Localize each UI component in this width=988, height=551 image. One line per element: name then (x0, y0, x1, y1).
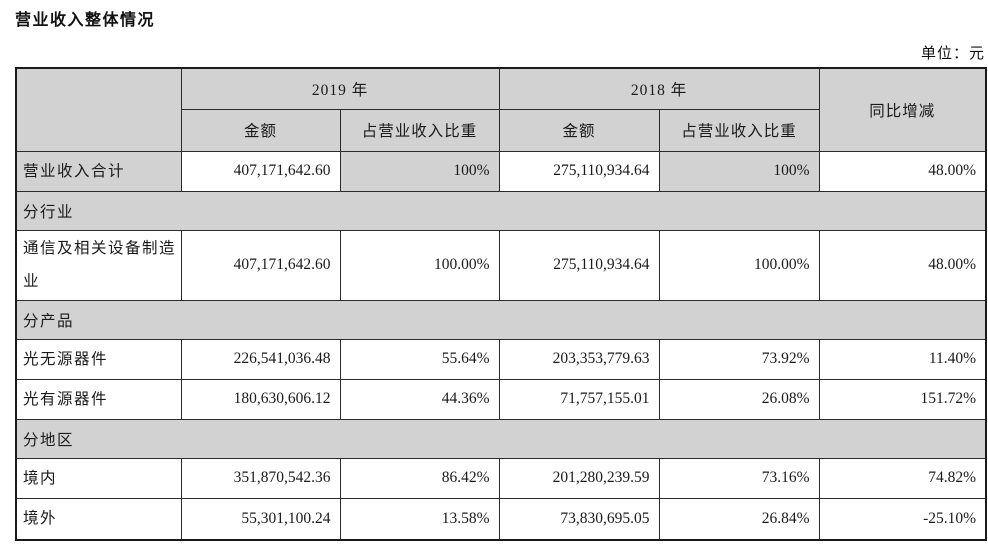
share-2019-cell: 100.00% (339, 229, 500, 301)
yoy-cell: 48.00% (818, 229, 987, 301)
amount-2018-cell: 275,110,934.64 (498, 229, 660, 301)
row-label: 通信及相关设备制造业 (15, 229, 182, 301)
section-row-industry: 分行业 (15, 190, 987, 231)
yoy-cell: -25.10% (818, 497, 987, 541)
amount-2018-cell: 275,110,934.64 (498, 150, 660, 192)
table-row-passive-optical: 光无源器件 226,541,036.48 55.64% 203,353,779.… (15, 338, 987, 380)
yoy-cell: 11.40% (818, 338, 987, 380)
amount-2018-cell: 203,353,779.63 (498, 338, 660, 380)
unit-label: 单位：元 (920, 46, 985, 62)
share-2019-cell: 44.36% (339, 378, 500, 420)
revenue-table: 2019 年 2018 年 同比增减 金额 占营业收入比重 金额 占营业收入比重… (15, 67, 988, 541)
share-2018-cell: 26.08% (658, 378, 820, 420)
row-label: 光无源器件 (15, 338, 182, 380)
corner-cell (15, 67, 182, 152)
amount-2019-cell: 180,630,606.12 (180, 378, 341, 420)
share-2019-cell: 55.64% (339, 338, 500, 380)
page-title: 营业收入整体情况 (15, 12, 156, 29)
yoy-cell: 151.72% (818, 378, 987, 420)
header-year-2019: 2019 年 (180, 67, 500, 110)
table-row-telecom-equipment: 通信及相关设备制造业 407,171,642.60 100.00% 275,11… (15, 229, 987, 301)
amount-2018-cell: 201,280,239.59 (498, 457, 660, 499)
share-2018-cell: 73.92% (658, 338, 820, 380)
row-label: 光有源器件 (15, 378, 182, 420)
header-amount-2019: 金额 (180, 108, 341, 152)
share-2018-cell: 100% (658, 150, 820, 192)
amount-2018-cell: 73,830,695.05 (498, 497, 660, 541)
share-2018-cell: 73.16% (658, 457, 820, 499)
amount-2019-cell: 226,541,036.48 (180, 338, 341, 380)
amount-2019-cell: 407,171,642.60 (180, 229, 341, 301)
share-2019-cell: 86.42% (339, 457, 500, 499)
amount-2019-cell: 55,301,100.24 (180, 497, 341, 541)
section-label: 分地区 (15, 418, 987, 459)
section-label: 分产品 (15, 299, 987, 340)
section-row-product: 分产品 (15, 299, 987, 340)
share-2018-cell: 26.84% (658, 497, 820, 541)
table-row-total: 营业收入合计 407,171,642.60 100% 275,110,934.6… (15, 150, 987, 192)
header-row-measures: 金额 占营业收入比重 金额 占营业收入比重 (16, 108, 986, 152)
table-row-domestic: 境内 351,870,542.36 86.42% 201,280,239.59 … (15, 457, 987, 499)
header-yoy: 同比增减 (818, 67, 987, 152)
section-row-region: 分地区 (15, 418, 987, 459)
row-label: 营业收入合计 (15, 150, 182, 192)
header-share-2019: 占营业收入比重 (339, 108, 500, 152)
row-label: 境内 (15, 457, 182, 499)
header-row-years: 2019 年 2018 年 同比增减 (15, 67, 987, 152)
table-row-overseas: 境外 55,301,100.24 13.58% 73,830,695.05 26… (15, 497, 987, 541)
yoy-cell: 74.82% (818, 457, 987, 499)
header-amount-2018: 金额 (498, 108, 660, 152)
row-label: 境外 (15, 497, 182, 541)
share-2018-cell: 100.00% (658, 229, 820, 301)
yoy-cell: 48.00% (818, 150, 987, 192)
section-label: 分行业 (15, 190, 987, 231)
header-share-2018: 占营业收入比重 (658, 108, 820, 152)
table-row-active-optical: 光有源器件 180,630,606.12 44.36% 71,757,155.0… (15, 378, 987, 420)
amount-2018-cell: 71,757,155.01 (498, 378, 660, 420)
amount-2019-cell: 407,171,642.60 (180, 150, 341, 192)
share-2019-cell: 13.58% (339, 497, 500, 541)
header-year-2018: 2018 年 (498, 67, 820, 110)
amount-2019-cell: 351,870,542.36 (180, 457, 341, 499)
share-2019-cell: 100% (339, 150, 500, 192)
